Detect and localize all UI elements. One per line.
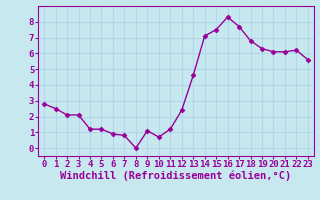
X-axis label: Windchill (Refroidissement éolien,°C): Windchill (Refroidissement éolien,°C) — [60, 171, 292, 181]
